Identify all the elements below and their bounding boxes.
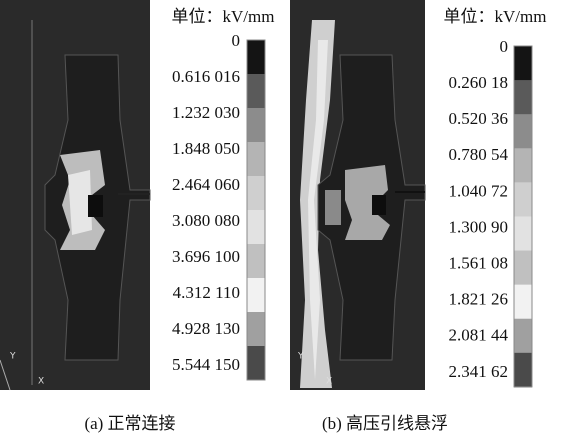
axis-label: X [38, 377, 44, 387]
colorbar-band [514, 216, 532, 252]
colorbar-band [514, 318, 532, 354]
axis-label: X [326, 377, 332, 387]
scale-label: 0.780 54 [449, 145, 509, 164]
colorbar-band [514, 250, 532, 286]
colorbar-band [514, 46, 532, 81]
scale-label: 3.080 080 [172, 211, 240, 230]
scale-label: 0 [232, 31, 241, 50]
scale-label: 3.696 100 [172, 247, 240, 266]
colorbar-band [247, 312, 265, 347]
colorbar-band [514, 80, 532, 115]
colorbar-band [247, 278, 265, 313]
axis-label: Y [9, 352, 16, 362]
colorbar-band [247, 346, 265, 381]
scale-label: 0.616 016 [172, 67, 240, 86]
colorbar-band [247, 244, 265, 279]
unit-label: 单位：kV/mm [444, 7, 547, 26]
scale-label: 0.260 18 [449, 73, 509, 92]
scale-label: 1.232 030 [172, 103, 240, 122]
colorbar-band [247, 210, 265, 245]
caption: (a) 正常连接 [84, 414, 175, 433]
colorbar-frame [513, 45, 533, 388]
colorbar-band [514, 148, 532, 183]
field-plot-a [0, 0, 151, 391]
unit-label: 单位：kV/mm [172, 7, 275, 26]
scale-label: 2.081 44 [449, 326, 509, 345]
colorbar-frame [246, 39, 266, 381]
colorbar-band [514, 182, 532, 217]
scale-label: 1.848 050 [172, 139, 240, 158]
scale-label: 4.928 130 [172, 319, 240, 338]
colorbar-band [247, 74, 265, 109]
caption: (b) 高压引线悬浮 [322, 414, 448, 433]
scale-label: 0 [500, 37, 509, 56]
field-plot-b [290, 0, 426, 390]
colorbar-band [247, 108, 265, 143]
colorbar-band [247, 176, 265, 211]
colorbar-band [514, 352, 532, 388]
colorbar-band [247, 142, 265, 177]
scale-label: 1.821 26 [449, 290, 509, 309]
colorbar-band [514, 284, 532, 320]
axis-label: Y [297, 352, 304, 362]
scale-label: 5.544 150 [172, 355, 240, 374]
scale-label: 1.561 08 [449, 254, 509, 273]
scale-label: 1.300 90 [449, 217, 509, 236]
scale-label: 4.312 110 [173, 283, 240, 302]
colorbar-band [514, 114, 532, 149]
scale-label: 1.040 72 [449, 181, 509, 200]
colorbar-band [247, 40, 265, 75]
scale-label: 2.341 62 [449, 362, 509, 381]
scale-label: 2.464 060 [172, 175, 240, 194]
scale-label: 0.520 36 [449, 109, 509, 128]
